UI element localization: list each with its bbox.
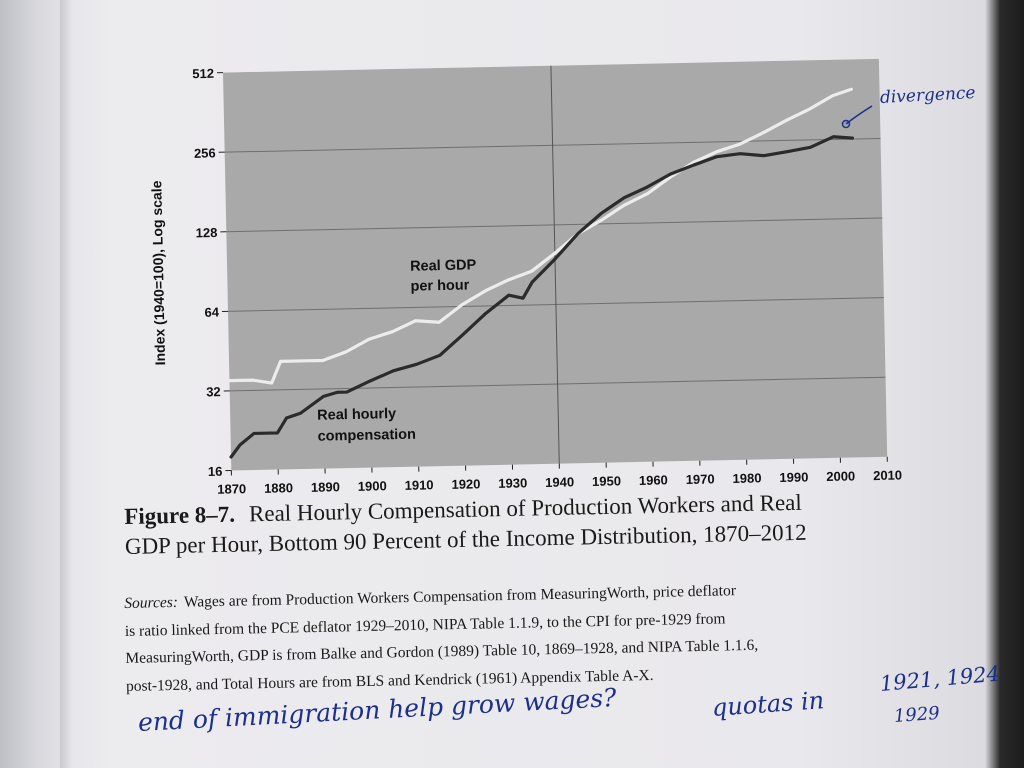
handwritten-year-1929: 1929 bbox=[893, 702, 941, 727]
y-tick-label-32: 32 bbox=[206, 384, 221, 399]
x-tick-label-1910: 1910 bbox=[405, 477, 434, 493]
x-tick-label-1900: 1900 bbox=[358, 478, 387, 494]
x-axis-ticks: 1870 1880 1890 1900 1910 1920 1930 1940 1950 1960… bbox=[217, 456, 902, 497]
x-tick-label-1980: 1980 bbox=[732, 470, 761, 486]
series-line-real-gdp-per-hour bbox=[227, 87, 853, 385]
y-axis-ticks: 16 32 64 128 256 512 bbox=[192, 66, 232, 479]
x-tick-label-1930: 1930 bbox=[498, 475, 527, 491]
chart-group: 16 32 64 128 256 512 1870 1880 1890 1900 1910 1920… bbox=[148, 58, 902, 497]
x-tick-label-1970: 1970 bbox=[686, 471, 715, 487]
gdp-label-line2: per hour bbox=[410, 277, 469, 294]
x-tick-label-1960: 1960 bbox=[639, 472, 668, 488]
sources-lead: Sources: bbox=[124, 593, 179, 612]
figure-sources: Sources: Wages are from Production Worker… bbox=[124, 574, 906, 700]
y-tick-label-16: 16 bbox=[208, 464, 223, 479]
series-lines bbox=[227, 87, 855, 459]
x-tick-label-1880: 1880 bbox=[264, 480, 293, 496]
x-tick-label-1990: 1990 bbox=[779, 469, 808, 485]
x-tick-label-1940: 1940 bbox=[545, 474, 574, 490]
x-tick-label-2000: 2000 bbox=[826, 468, 855, 484]
x-tick-label-1920: 1920 bbox=[451, 476, 480, 492]
grid-line-x-1940 bbox=[550, 65, 560, 464]
x-tick-label-1870: 1870 bbox=[217, 481, 246, 497]
divergence-arrow bbox=[845, 105, 873, 125]
gdp-label-line1: Real GDP bbox=[410, 257, 477, 274]
figure-number: Figure 8–7. bbox=[124, 501, 236, 529]
y-axis-title: Index (1940=100), Log scale bbox=[148, 180, 168, 365]
grid-lines bbox=[224, 65, 886, 464]
series-line-real-hourly-compensation bbox=[229, 135, 855, 459]
page-fold-shadow bbox=[60, 0, 72, 768]
y-tick-label-256: 256 bbox=[194, 145, 216, 160]
divergence-marker bbox=[841, 119, 851, 129]
x-tick-label-1890: 1890 bbox=[311, 479, 340, 495]
y-tick-label-64: 64 bbox=[204, 305, 220, 320]
comp-label-line2: compensation bbox=[317, 427, 416, 445]
comp-label-line1: Real hourly bbox=[317, 406, 396, 424]
x-tick-label-2010: 2010 bbox=[873, 467, 902, 483]
x-tick-label-1950: 1950 bbox=[592, 473, 621, 489]
y-tick-label-128: 128 bbox=[195, 225, 217, 240]
y-tick-label-512: 512 bbox=[192, 66, 214, 81]
